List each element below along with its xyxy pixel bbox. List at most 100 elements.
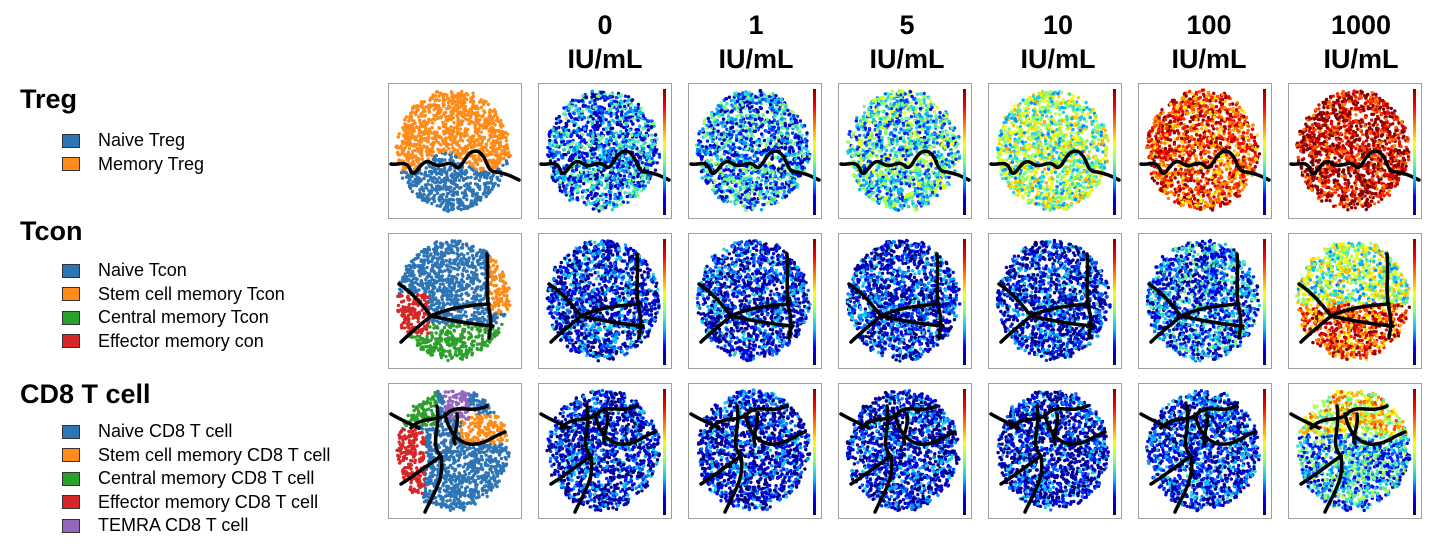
color-scale-bar [813,389,816,515]
tsne-plot [539,89,671,215]
legend-item: Stem cell memory Tcon [62,283,285,307]
legend-label: TEMRA CD8 T cell [98,515,248,536]
cluster-boundary-line [1029,314,1095,328]
legend-label: Central memory Tcon [98,307,269,328]
cluster-boundary-line [443,412,507,446]
cluster-boundary-line [549,314,583,344]
tsne-plot [1139,88,1271,215]
column-header: 1000 IU/mL [1286,8,1435,76]
color-scale-bar [1263,239,1266,365]
cluster-boundary-line [989,149,1121,182]
cluster-boundary-line [1202,412,1210,446]
cell-dots [1145,389,1261,513]
tsne-plot [389,389,511,514]
expression-heatmap-panel [1138,83,1272,219]
expression-heatmap-panel [838,83,972,219]
tsne-plot [695,239,816,365]
expression-heatmap-panel [538,233,672,369]
cluster-boundary-line [1299,454,1343,486]
cluster-boundary-line [743,412,807,446]
cluster-boundary-line [1352,412,1360,446]
cell-dots [695,239,812,363]
expression-heatmap-panel [1288,233,1422,369]
cell-dots [545,239,661,363]
legend-label: Stem cell memory Tcon [98,284,285,305]
cluster-boundary-line [1149,454,1193,486]
cluster-boundary-line [389,412,421,430]
legend-item: Naive Tcon [62,259,285,283]
cluster-overview-panel [388,233,522,369]
expression-heatmap-panel [538,383,672,519]
column-header-unit: IU/mL [681,42,831,76]
cluster-boundary-line [539,412,571,430]
legend-item: Effector memory CD8 T cell [62,491,330,515]
cluster-boundary-line [729,314,795,328]
legend-tcon: Naive Tcon Stem cell memory Tcon Central… [62,259,285,353]
cell-dots [395,389,511,512]
column-header-unit: IU/mL [983,42,1133,76]
cluster-boundary-line [1085,252,1093,340]
legend-swatch [62,448,80,463]
color-scale-bar [1113,89,1116,215]
cluster-boundary-line [1179,314,1245,328]
cluster-boundary-line [689,149,821,182]
cell-dots [845,238,962,363]
cluster-boundary-line [935,252,943,340]
column-header-unit: IU/mL [1286,42,1435,76]
legend-swatch [62,518,80,533]
tsne-plot [545,239,666,365]
cluster-boundary-line [839,149,971,182]
expression-heatmap-panel [838,233,972,369]
legend-label: Naive Tcon [98,260,187,281]
cluster-boundary-line [1139,149,1271,182]
cluster-boundary-line [429,314,495,328]
color-scale-bar [813,239,816,365]
cell-dots [697,388,812,512]
tsne-plot [689,388,816,515]
cell-dots [1145,238,1262,363]
color-scale-bar [963,389,966,515]
cluster-boundary-line [1193,412,1257,446]
expression-heatmap-panel [1288,83,1422,219]
column-header-value: 5 [832,8,982,42]
group-title-cd8: CD8 T cell [20,378,151,410]
cluster-boundary-line [699,314,733,344]
expression-heatmap-panel [838,383,972,519]
legend-treg: Naive Treg Memory Treg [62,129,204,176]
cell-dots [396,239,512,363]
tsne-plot [839,89,971,215]
color-scale-bar [1263,89,1266,215]
legend-swatch [62,133,80,148]
tsne-plot [839,389,966,515]
group-title-tcon: Tcon [20,215,83,247]
cluster-boundary-line [699,454,743,486]
cluster-boundary-line [409,404,489,430]
legend-item: TEMRA CD8 T cell [62,514,330,538]
expression-heatmap-panel [688,83,822,219]
tsne-plot [1145,238,1266,365]
color-scale-bar [1413,239,1416,365]
color-scale-bar [813,89,816,215]
cluster-boundary-line [785,252,793,340]
color-scale-bar [1263,389,1266,515]
tsne-plot [389,89,521,213]
cluster-boundary-line [485,252,493,340]
expression-heatmap-panel [1138,233,1272,369]
tsne-plot [396,239,512,363]
expression-heatmap-panel [988,233,1122,369]
color-scale-bar [663,89,666,215]
legend-item: Memory Treg [62,153,204,177]
cluster-boundary-line [1343,412,1407,446]
cell-dots [394,89,512,213]
cell-dots [995,238,1112,363]
color-scale-bar [663,389,666,515]
cluster-boundary-line [849,314,883,344]
legend-label: Stem cell memory CD8 T cell [98,445,330,466]
color-scale-bar [663,239,666,365]
cell-dots [694,88,812,213]
expression-heatmap-panel [688,233,822,369]
cell-dots [1294,241,1411,362]
cluster-boundary-line [602,412,610,446]
tsne-plot [989,89,1121,215]
column-header: 0 IU/mL [530,8,680,76]
